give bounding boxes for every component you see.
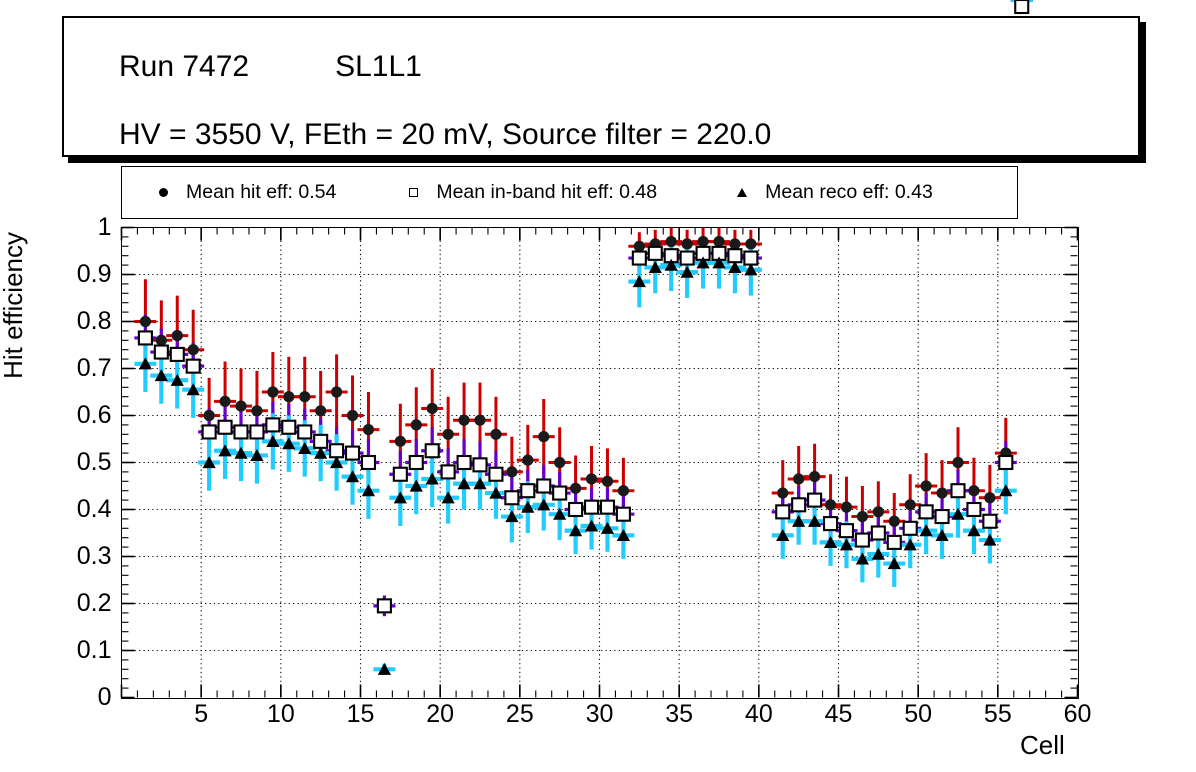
x-tick-label: 35: [665, 700, 694, 728]
y-tick-label: 1: [97, 212, 112, 241]
x-tick-label: 20: [426, 700, 455, 728]
x-tick-label: 40: [744, 700, 773, 728]
y-tick-label: 0.5: [76, 447, 112, 476]
legend-label-hit-eff: Mean hit eff: 0.54: [186, 181, 337, 203]
y-tick-label: 0.6: [76, 400, 112, 429]
legend-entry-reco-eff: Mean reco eff: 0.43: [719, 181, 933, 204]
y-tick-label: 0.2: [76, 588, 112, 617]
y-tick-label: 0.7: [76, 353, 112, 382]
legend-entry-in-band-hit-eff: Mean in-band hit eff: 0.48: [390, 181, 657, 204]
x-tick-label: 30: [585, 700, 614, 728]
title-line-run: Run 7472 SL1L1: [119, 50, 422, 84]
plot-frame: [121, 227, 1079, 699]
legend-entry-hit-eff: Mean hit eff: 0.54: [140, 181, 336, 204]
x-tick-label: 25: [505, 700, 534, 728]
x-tick-label: 60: [1063, 700, 1092, 728]
y-tick-label: 0.3: [76, 541, 112, 570]
filled-triangle-icon: [719, 188, 765, 197]
x-tick-label: 15: [346, 700, 375, 728]
superlayer-label: SL1L1: [335, 50, 422, 83]
y-tick-label: 0: [97, 682, 112, 711]
open-square-icon: [390, 188, 436, 197]
run-label: Run 7472: [119, 50, 250, 83]
y-axis-title-text: Hit efficiency: [0, 232, 28, 379]
x-tick-label: 5: [194, 700, 209, 728]
x-tick-label: 45: [824, 700, 853, 728]
y-tick-label: 0.1: [76, 635, 112, 664]
x-tick-label: 50: [904, 700, 933, 728]
y-tick-label: 0.4: [76, 494, 112, 523]
legend-box: Mean hit eff: 0.54 Mean in-band hit eff:…: [121, 166, 1018, 219]
y-tick-label: 0.8: [76, 306, 112, 335]
filled-circle-icon: [140, 188, 186, 197]
x-tick-label: 10: [266, 700, 295, 728]
title-box: Run 7472 SL1L1 HV = 3550 V, FEth = 20 mV,…: [62, 16, 1140, 157]
legend-label-in-band-hit-eff: Mean in-band hit eff: 0.48: [436, 181, 658, 203]
x-axis-title: Cell: [1020, 730, 1065, 760]
x-tick-label: 55: [983, 700, 1012, 728]
title-line-settings: HV = 3550 V, FEth = 20 mV, Source filter…: [119, 118, 772, 151]
y-axis-title: Hit efficiency: [0, 0, 29, 379]
legend-label-reco-eff: Mean reco eff: 0.43: [765, 181, 933, 203]
y-tick-label: 0.9: [76, 259, 112, 288]
